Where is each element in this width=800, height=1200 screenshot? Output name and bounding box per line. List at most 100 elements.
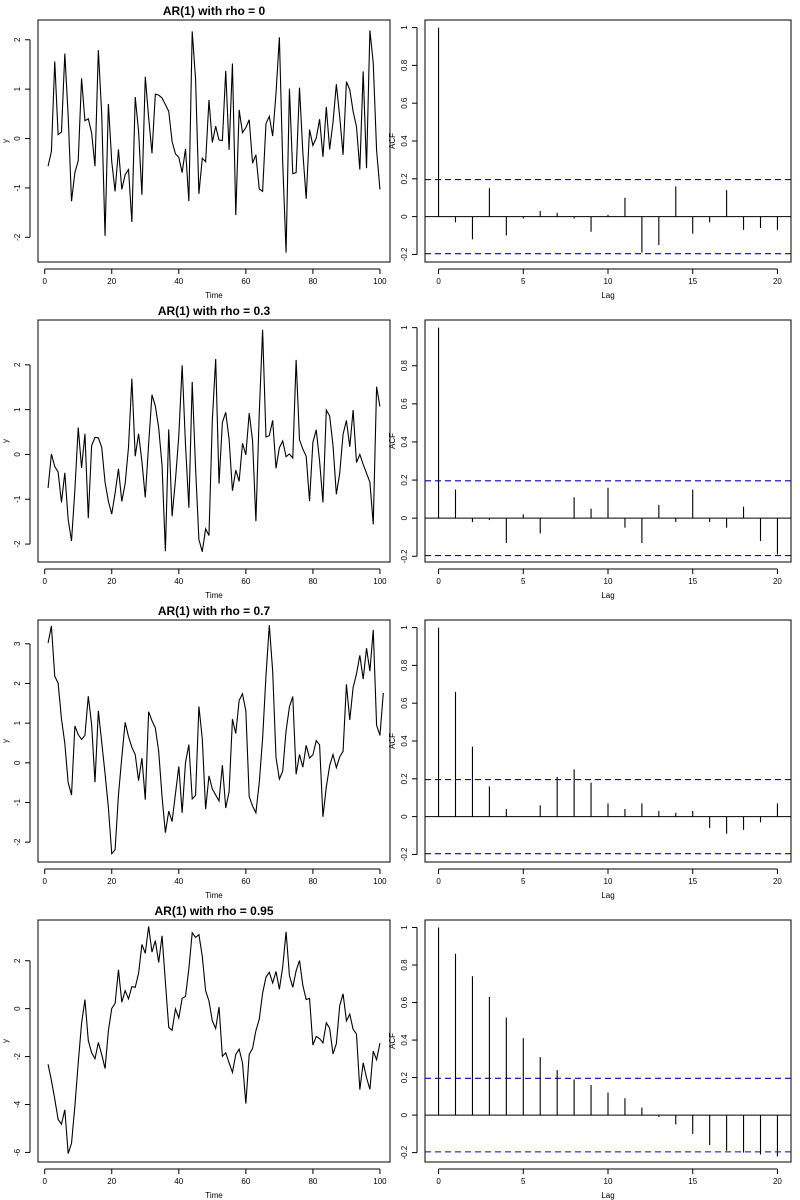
series-line — [47, 329, 381, 552]
x-axis: 0 5 10 15 20 — [436, 1168, 782, 1186]
x-tick-label: 20 — [773, 577, 782, 586]
y-axis-label: ACF — [388, 433, 397, 449]
y-tick-label: 0 — [400, 1112, 409, 1117]
x-axis-label: Time — [205, 591, 223, 600]
x-tick-label: 80 — [308, 1177, 317, 1186]
y-tick-label: 1 — [13, 720, 22, 725]
y-tick-label: 0 — [13, 452, 22, 457]
x-tick-label: 10 — [604, 877, 613, 886]
y-axis-label: y — [1, 439, 10, 443]
x-axis: 0 20 40 60 80 100 — [42, 568, 387, 586]
series-line — [47, 926, 381, 1154]
x-tick-label: 60 — [241, 877, 250, 886]
x-tick-label: 5 — [521, 877, 526, 886]
x-tick-label: 0 — [436, 877, 441, 886]
y-tick-label: 0.2 — [400, 773, 409, 785]
x-tick-label: 100 — [373, 577, 387, 586]
x-tick-label: 0 — [42, 577, 47, 586]
x-tick-label: 60 — [241, 577, 250, 586]
x-tick-label: 10 — [604, 1177, 613, 1186]
y-tick-label: -0.2 — [400, 549, 409, 563]
y-tick-label: 0 — [13, 760, 22, 765]
x-tick-label: 20 — [773, 877, 782, 886]
y-tick-label: 0 — [400, 214, 409, 219]
series-panel-0: AR(1) with rho = 0 0 20 40 60 80 100 Time -2 -1 0 1… — [1, 4, 391, 300]
x-axis: 0 5 10 15 20 — [436, 868, 782, 886]
y-tick-label: 1 — [13, 407, 22, 412]
x-tick-label: 5 — [521, 277, 526, 286]
x-axis-label: Lag — [601, 591, 614, 600]
y-axis: -2 -1 0 1 2 — [13, 37, 31, 241]
x-tick-label: 60 — [241, 277, 250, 286]
plot-frame — [424, 319, 792, 563]
y-tick-label: 1 — [400, 25, 409, 30]
x-tick-label: 60 — [241, 1177, 250, 1186]
series-panel-1: AR(1) with rho = 0.30 20 40 60 80 100Time-2-1… — [1, 304, 391, 600]
y-axis-label: y — [1, 739, 10, 743]
x-tick-label: 15 — [688, 277, 697, 286]
y-tick-label: -1 — [13, 495, 22, 503]
y-axis-label: ACF — [388, 1033, 397, 1049]
x-axis: 0 5 10 15 20 — [436, 568, 782, 586]
x-axis-label: Lag — [601, 1191, 614, 1200]
plot-title: AR(1) with rho = 0.95 — [154, 904, 273, 918]
x-tick-label: 80 — [308, 577, 317, 586]
series-panel-2: AR(1) with rho = 0.70 20 40 60 80 100Time-2-1… — [1, 604, 391, 900]
plot-frame — [424, 19, 792, 263]
x-axis-label: Lag — [601, 291, 614, 300]
plot-title: AR(1) with rho = 0.3 — [158, 304, 271, 318]
x-tick-label: 20 — [773, 277, 782, 286]
x-tick-label: 80 — [308, 877, 317, 886]
x-axis: 0 20 40 60 80 100 — [42, 1168, 387, 1186]
x-tick-label: 80 — [308, 277, 317, 286]
x-axis: 0 20 40 60 80 100 — [42, 268, 387, 286]
y-tick-label: 0.2 — [400, 173, 409, 185]
x-tick-label: 20 — [107, 277, 116, 286]
y-tick-label: 1 — [13, 86, 22, 91]
x-tick-label: 15 — [688, 1177, 697, 1186]
y-tick-label: 0.8 — [400, 659, 409, 671]
x-tick-label: 20 — [107, 1177, 116, 1186]
x-tick-label: 40 — [174, 877, 183, 886]
y-tick-label: 0.4 — [400, 436, 409, 448]
x-tick-label: 15 — [688, 877, 697, 886]
y-tick-label: 2 — [13, 37, 22, 42]
x-axis-label: Time — [205, 1191, 223, 1200]
y-tick-label: 2 — [13, 681, 22, 686]
x-tick-label: 40 — [174, 577, 183, 586]
x-tick-label: 5 — [521, 577, 526, 586]
y-tick-label: 2 — [13, 958, 22, 963]
plot-frame — [424, 919, 792, 1163]
x-tick-label: 5 — [521, 1177, 526, 1186]
y-tick-label: -4 — [13, 1100, 22, 1108]
x-tick-label: 0 — [436, 577, 441, 586]
y-tick-label: -2 — [13, 233, 22, 241]
y-tick-label: 0.6 — [400, 97, 409, 109]
y-tick-label: -6 — [13, 1148, 22, 1156]
y-tick-label: -1 — [13, 798, 22, 806]
y-tick-label: -0.2 — [400, 247, 409, 261]
plot-frame — [37, 319, 391, 563]
y-tick-label: -0.2 — [400, 1145, 409, 1159]
y-tick-label: 0.8 — [400, 959, 409, 971]
y-tick-label: 0 — [400, 814, 409, 819]
y-tick-label: -2 — [13, 1052, 22, 1060]
y-axis: -0.2 0 0.2 0.4 0.6 0.8 1 — [400, 925, 418, 1160]
y-tick-label: 0.2 — [400, 1071, 409, 1083]
y-tick-label: 0.8 — [400, 59, 409, 71]
x-tick-label: 15 — [688, 577, 697, 586]
plot-title: AR(1) with rho = 0.7 — [158, 604, 271, 618]
y-tick-label: 0.8 — [400, 360, 409, 372]
y-tick-label: -2 — [13, 838, 22, 846]
x-tick-label: 40 — [174, 277, 183, 286]
x-tick-label: 40 — [174, 1177, 183, 1186]
y-tick-label: 1 — [400, 325, 409, 330]
y-tick-label: 3 — [13, 641, 22, 646]
y-tick-label: 2 — [13, 362, 22, 367]
x-tick-label: 0 — [436, 277, 441, 286]
x-tick-label: 100 — [373, 277, 387, 286]
y-axis: -0.2 0 0.2 0.4 0.6 0.8 1 — [400, 25, 418, 261]
y-tick-label: 0 — [400, 515, 409, 520]
y-tick-label: 1 — [400, 925, 409, 930]
